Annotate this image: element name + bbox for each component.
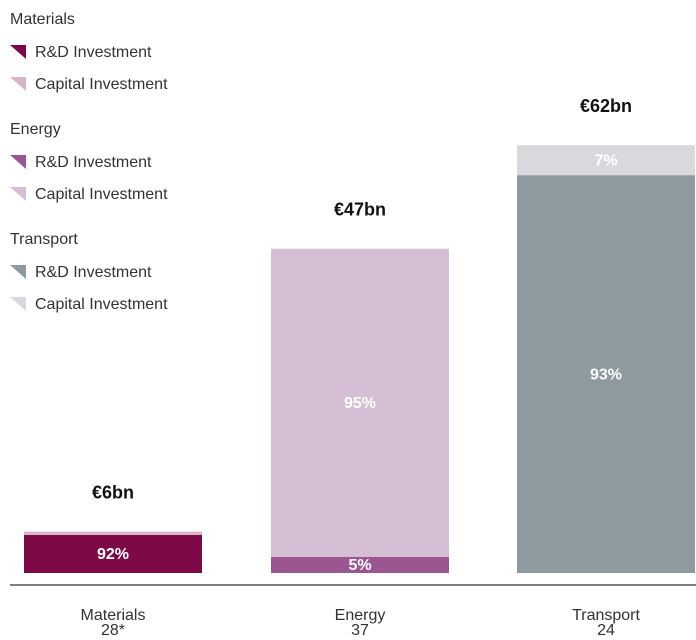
total-label: €6bn bbox=[92, 482, 134, 502]
legend-label: R&D Investment bbox=[35, 154, 152, 171]
bar-segment bbox=[24, 531, 202, 535]
total-label: €47bn bbox=[334, 199, 386, 219]
segment-label: 93% bbox=[590, 366, 622, 383]
bar-segment bbox=[271, 248, 449, 557]
segment-label: 95% bbox=[344, 395, 376, 412]
bar-segment bbox=[517, 145, 695, 176]
legend-group-title: Materials bbox=[10, 11, 75, 28]
legend-swatch bbox=[10, 297, 26, 311]
legend-label: R&D Investment bbox=[35, 44, 152, 61]
bar-segment bbox=[271, 556, 449, 573]
bar-segment bbox=[24, 534, 202, 573]
legend-swatch bbox=[10, 265, 26, 279]
total-label: €62bn bbox=[580, 96, 632, 116]
legend-label: R&D Investment bbox=[35, 264, 152, 281]
x-tick-label: Materials bbox=[81, 607, 146, 624]
segment-label: 5% bbox=[348, 557, 371, 574]
x-tick-label: Energy bbox=[335, 607, 386, 624]
legend-group-title: Energy bbox=[10, 121, 61, 138]
legend-label: Capital Investment bbox=[35, 296, 168, 313]
x-sublabel: 24 bbox=[597, 622, 615, 639]
legend-swatch bbox=[10, 155, 26, 169]
x-tick-label: Transport bbox=[572, 607, 640, 624]
legend-swatch bbox=[10, 77, 26, 91]
segment-label: 92% bbox=[97, 546, 129, 563]
legend-label: Capital Investment bbox=[35, 186, 168, 203]
legend-label: Capital Investment bbox=[35, 76, 168, 93]
legend-swatch bbox=[10, 45, 26, 59]
legend-swatch bbox=[10, 187, 26, 201]
segment-label: 7% bbox=[594, 152, 617, 169]
x-sublabel: 37 bbox=[351, 622, 369, 639]
legend-group-title: Transport bbox=[10, 231, 78, 248]
bar-segment bbox=[517, 175, 695, 573]
x-sublabel: 28* bbox=[101, 622, 125, 639]
